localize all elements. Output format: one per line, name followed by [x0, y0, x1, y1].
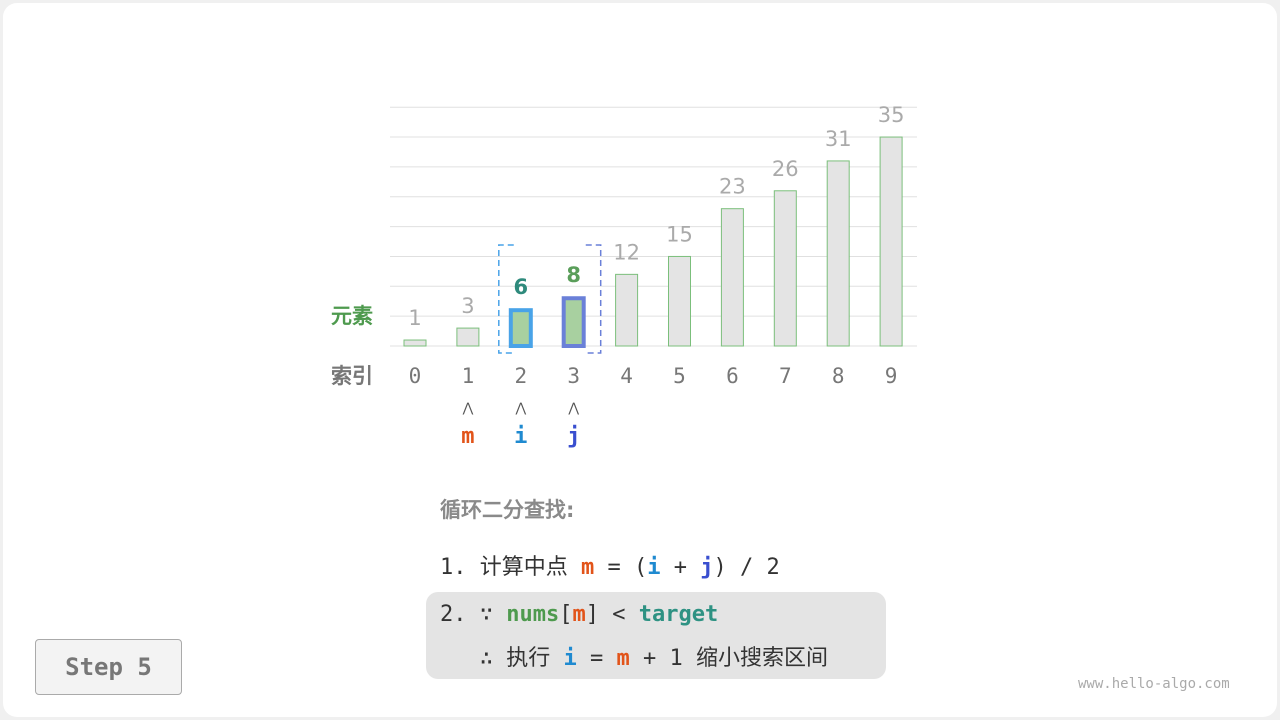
step1-plus: + — [660, 555, 701, 580]
bracket-right: ] — [585, 602, 599, 627]
bar — [720, 208, 744, 347]
pointer-i: i — [514, 424, 527, 449]
bar — [456, 327, 480, 347]
pointer-j: j — [567, 424, 580, 449]
bar-value: 26 — [772, 157, 799, 181]
index-label: 6 — [726, 364, 739, 388]
index-label: 5 — [673, 364, 686, 388]
step1-eq: = ( — [594, 555, 648, 580]
explanation-title: 循环二分查找: — [440, 498, 575, 522]
arrow-up-icon: ⋀ — [514, 401, 526, 416]
index-label: 9 — [885, 364, 898, 388]
var-target: target — [638, 602, 719, 627]
bar-value: 35 — [878, 103, 905, 127]
step2-line2: ∴ 执行 i = m + 1 缩小搜索区间 — [440, 640, 828, 672]
step2-line1: 2. ∵ nums[m] < target — [440, 602, 718, 627]
bar-value: 3 — [461, 294, 474, 318]
bar — [826, 160, 850, 347]
var-m: m — [616, 646, 630, 671]
var-m: m — [580, 555, 595, 580]
index-label: 8 — [832, 364, 845, 388]
var-j: j — [700, 555, 714, 580]
interval-bracket-right — [585, 244, 602, 354]
bar-active — [508, 308, 533, 348]
index-label: 4 — [620, 364, 633, 388]
arrow-up-icon: ⋀ — [462, 401, 474, 416]
bar-value: 1 — [408, 306, 421, 330]
interval-bracket-left — [498, 244, 514, 354]
index-label: 3 — [567, 364, 580, 388]
watermark: www.hello-algo.com — [1078, 676, 1230, 692]
step2-prefix: 2. ∵ — [440, 602, 507, 627]
bar-value: 31 — [825, 127, 852, 151]
bar — [773, 190, 797, 347]
bar — [668, 255, 691, 347]
index-label: 0 — [409, 364, 422, 388]
var-m: m — [572, 602, 586, 627]
bar — [403, 339, 427, 347]
index-label: 1 — [462, 364, 475, 388]
bar-value: 6 — [513, 275, 528, 299]
pointer-m: m — [461, 424, 474, 449]
var-i: i — [647, 555, 661, 580]
step1-tail: ) / 2 — [713, 555, 780, 580]
row-label-indices: 索引 — [331, 364, 373, 388]
var-i: i — [563, 646, 577, 671]
step2-eq: = — [576, 646, 617, 671]
index-label: 7 — [779, 364, 792, 388]
bar-value: 12 — [613, 240, 640, 264]
step2-highlight — [426, 592, 886, 679]
bracket-left: [ — [559, 602, 573, 627]
row-label-elements: 元素 — [331, 304, 373, 328]
step2-l2-prefix: ∴ 执行 — [440, 646, 564, 671]
bar — [879, 136, 903, 347]
less-than: < — [598, 602, 639, 627]
step2-tail: + 1 缩小搜索区间 — [629, 646, 828, 671]
bar-value: 8 — [566, 263, 581, 287]
arrow-up-icon: ⋀ — [567, 401, 579, 416]
step-button[interactable]: Step 5 — [35, 639, 182, 695]
bar-value: 15 — [666, 222, 693, 246]
bar-value: 23 — [719, 175, 746, 199]
index-label: 2 — [514, 364, 527, 388]
var-nums: nums — [506, 602, 560, 627]
bar — [615, 273, 639, 347]
step1-line: 1. 计算中点 m = (i + j) / 2 — [440, 549, 780, 581]
step1-text: 1. 计算中点 — [440, 555, 581, 580]
bar-active — [561, 296, 586, 348]
